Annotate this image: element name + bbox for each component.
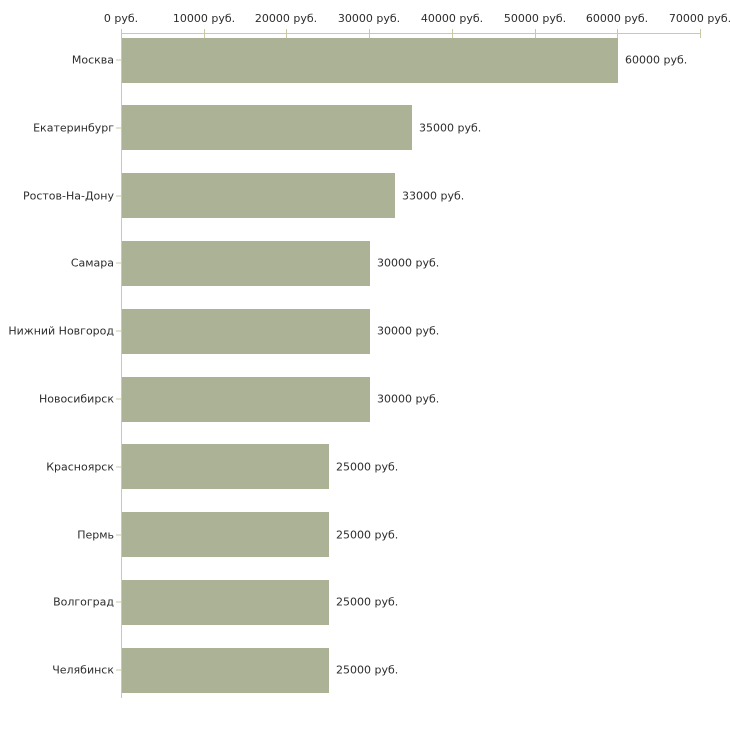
bar-value-label: 30000 руб.	[377, 324, 440, 338]
bar	[122, 241, 370, 286]
bar	[122, 444, 329, 489]
x-axis-tick-label: 50000 руб.	[503, 12, 567, 25]
category-label: Ростов-На-Дону	[22, 189, 114, 203]
bar	[122, 309, 370, 354]
x-axis-tick	[617, 29, 618, 38]
x-axis-tick-label: 10000 руб.	[172, 12, 236, 25]
category-tick	[116, 466, 121, 468]
category-tick	[116, 398, 121, 400]
category-label: Екатеринбург	[33, 121, 114, 135]
x-axis-tick-label: 40000 руб.	[420, 12, 484, 25]
x-axis-tick	[700, 29, 701, 38]
category-label: Самара	[70, 256, 114, 270]
category-label: Нижний Новгород	[8, 324, 114, 338]
bar	[122, 377, 370, 422]
bar-value-label: 60000 руб.	[625, 53, 688, 67]
category-tick	[116, 669, 121, 671]
bar	[122, 173, 395, 218]
x-axis-tick-label: 0 руб.	[103, 12, 139, 25]
category-tick	[116, 59, 121, 61]
x-axis-tick-label: 30000 руб.	[337, 12, 401, 25]
category-tick	[116, 262, 121, 264]
category-label: Челябинск	[52, 663, 114, 677]
x-axis-tick	[121, 29, 122, 38]
bar-value-label: 30000 руб.	[377, 256, 440, 270]
category-label: Волгоград	[53, 595, 114, 609]
x-axis-tick	[369, 29, 370, 38]
category-tick	[116, 534, 121, 536]
category-tick	[116, 195, 121, 197]
x-axis-tick	[452, 29, 453, 38]
x-axis-tick	[286, 29, 287, 38]
bar-value-label: 30000 руб.	[377, 392, 440, 406]
category-label: Новосибирск	[38, 392, 114, 406]
x-axis-line	[121, 33, 700, 34]
category-label: Москва	[71, 53, 114, 67]
x-axis-tick	[204, 29, 205, 38]
bar-value-label: 35000 руб.	[419, 121, 482, 135]
x-axis-tick-label: 60000 руб.	[585, 12, 649, 25]
bar	[122, 105, 412, 150]
x-axis-tick-label: 70000 руб.	[668, 12, 730, 25]
category-tick	[116, 330, 121, 332]
category-label: Пермь	[77, 528, 114, 542]
bar	[122, 38, 618, 83]
bar-value-label: 25000 руб.	[336, 460, 399, 474]
bar	[122, 580, 329, 625]
y-axis-line	[121, 33, 122, 698]
bar	[122, 648, 329, 693]
category-tick	[116, 127, 121, 129]
bar-value-label: 25000 руб.	[336, 528, 399, 542]
bar-value-label: 25000 руб.	[336, 595, 399, 609]
x-axis-tick	[535, 29, 536, 38]
bar	[122, 512, 329, 557]
category-tick	[116, 601, 121, 603]
bar-value-label: 33000 руб.	[402, 189, 465, 203]
category-label: Красноярск	[46, 460, 114, 474]
bar-value-label: 25000 руб.	[336, 663, 399, 677]
x-axis-tick-label: 20000 руб.	[254, 12, 318, 25]
